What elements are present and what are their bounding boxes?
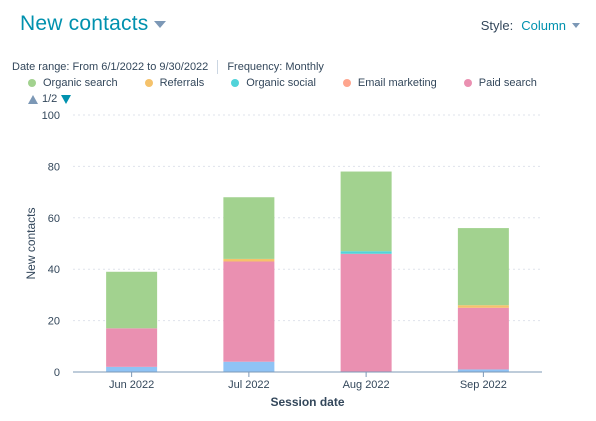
legend-page-down-icon[interactable] <box>61 94 72 104</box>
legend-label: Referrals <box>159 77 205 89</box>
report-meta: Date range: From 6/1/2022 to 9/30/2022 F… <box>12 60 324 74</box>
legend-swatch-icon <box>28 79 36 87</box>
y-tick-label: 100 <box>42 110 60 122</box>
y-tick-label: 60 <box>48 213 60 225</box>
style-value: Column <box>521 18 566 33</box>
style-label: Style: <box>480 18 514 33</box>
chart-legend: Organic search Referrals Organic social Ema… <box>28 77 564 89</box>
bar-segment <box>223 197 275 259</box>
style-selector: Style: Column <box>481 18 580 33</box>
legend-item[interactable]: Organic search <box>28 77 118 89</box>
legend-label: Organic social <box>246 77 316 89</box>
bar-segment <box>106 271 158 329</box>
caret-down-icon <box>154 20 167 28</box>
x-tick-label: Sep 2022 <box>460 379 507 391</box>
caret-down-icon <box>572 23 580 28</box>
legend-item[interactable]: Referrals <box>144 77 205 89</box>
y-tick-label: 20 <box>48 316 60 328</box>
bar-segment <box>340 253 392 372</box>
report-title: New contacts <box>20 12 149 35</box>
bar-segment <box>457 228 509 306</box>
y-tick-label: 80 <box>48 161 60 173</box>
legend-swatch-icon <box>463 79 472 87</box>
bar-segment <box>223 361 275 372</box>
bar-segment <box>340 171 392 252</box>
x-tick-label: Jun 2022 <box>109 379 154 391</box>
x-tick-label: Aug 2022 <box>343 379 390 391</box>
y-axis-title: New contacts <box>24 207 38 279</box>
y-tick-label: 40 <box>48 264 60 276</box>
legend-swatch-icon <box>342 79 351 87</box>
x-axis-title: Session date <box>270 395 344 409</box>
bar-segment <box>340 251 392 254</box>
meta-divider <box>217 60 219 74</box>
y-tick-label: 0 <box>54 367 60 379</box>
legend-label: Email marketing <box>357 77 437 89</box>
bar-segment <box>457 305 509 308</box>
legend-swatch-icon <box>231 79 240 87</box>
bar-segment <box>106 366 158 372</box>
x-tick-label: Jul 2022 <box>228 379 270 391</box>
date-range-text: Date range: From 6/1/2022 to 9/30/2022 <box>12 61 209 73</box>
legend-pager: 1/2 <box>28 93 72 105</box>
legend-label: Paid search <box>478 77 537 89</box>
legend-swatch-icon <box>144 79 153 87</box>
legend-item[interactable]: Organic social <box>231 77 316 89</box>
bar-segment <box>457 369 509 372</box>
style-dropdown[interactable]: Column <box>521 18 580 33</box>
legend-item[interactable]: Paid search <box>463 77 537 89</box>
bar-segment <box>457 307 509 370</box>
legend-item[interactable]: Email marketing <box>342 77 437 89</box>
report-title-dropdown[interactable]: New contacts <box>20 12 167 36</box>
legend-label: Organic search <box>43 77 118 89</box>
bar-segment <box>223 258 275 262</box>
legend-page-indicator: 1/2 <box>42 93 58 105</box>
bar-segment <box>223 261 275 362</box>
chart-header: New contacts Style: Column <box>20 8 580 42</box>
legend-page-up-icon[interactable] <box>28 94 38 104</box>
bar-segment <box>106 328 158 367</box>
frequency-text: Frequency: Monthly <box>227 61 324 73</box>
